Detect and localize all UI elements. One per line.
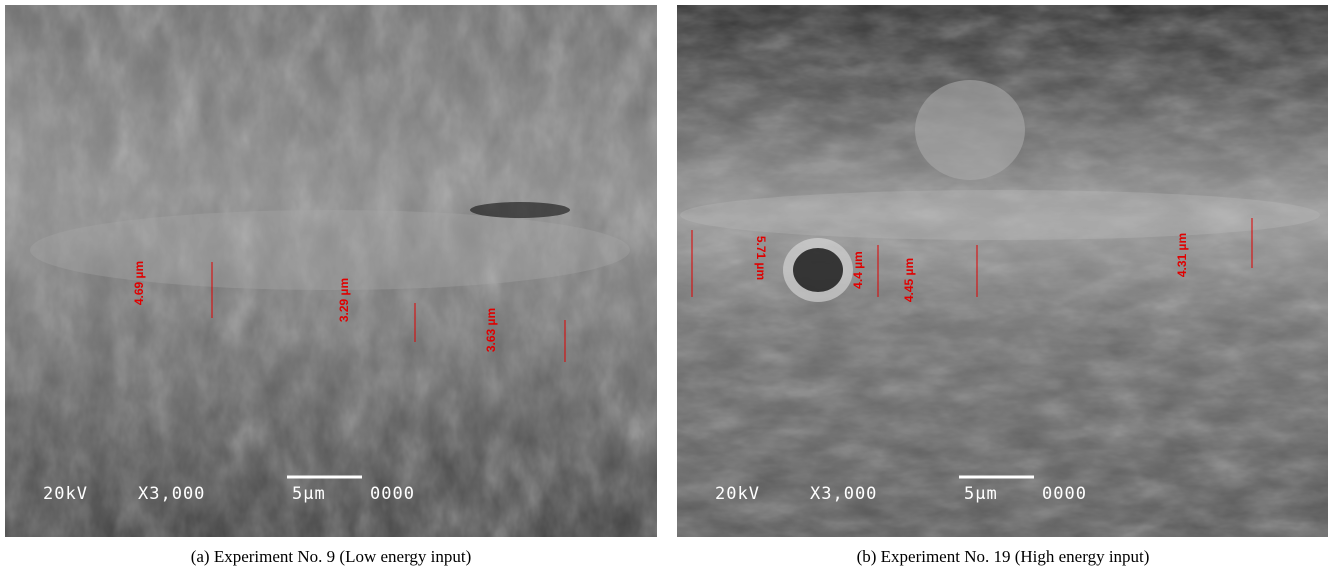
scale-label: 5µm: [964, 484, 998, 504]
measure-label: 4.31 µm: [1175, 233, 1189, 277]
image-id: 0000: [1042, 484, 1087, 504]
magnification: X3,000: [810, 484, 877, 504]
scale-label: 5µm: [292, 484, 326, 504]
magnification: X3,000: [138, 484, 205, 504]
sem-image-b: [677, 5, 1328, 537]
measure-label: 4.4 µm: [851, 251, 865, 289]
voltage: 20kV: [715, 484, 760, 504]
caption: (b) Experiment No. 19 (High energy input…: [857, 547, 1150, 566]
measure-label: 4.45 µm: [902, 258, 916, 302]
measure-label: 3.63 µm: [484, 308, 498, 352]
caption: (a) Experiment No. 9 (Low energy input): [191, 547, 472, 566]
sem-image-a: [5, 5, 657, 537]
measure-label: 4.69 µm: [132, 261, 146, 305]
image-id: 0000: [370, 484, 415, 504]
measure-label: 3.29 µm: [337, 278, 351, 322]
voltage: 20kV: [43, 484, 88, 504]
measure-label: 5.71 µm: [754, 236, 768, 280]
figure: (a) Experiment No. 9 (Low energy input) 2…: [0, 0, 1330, 569]
